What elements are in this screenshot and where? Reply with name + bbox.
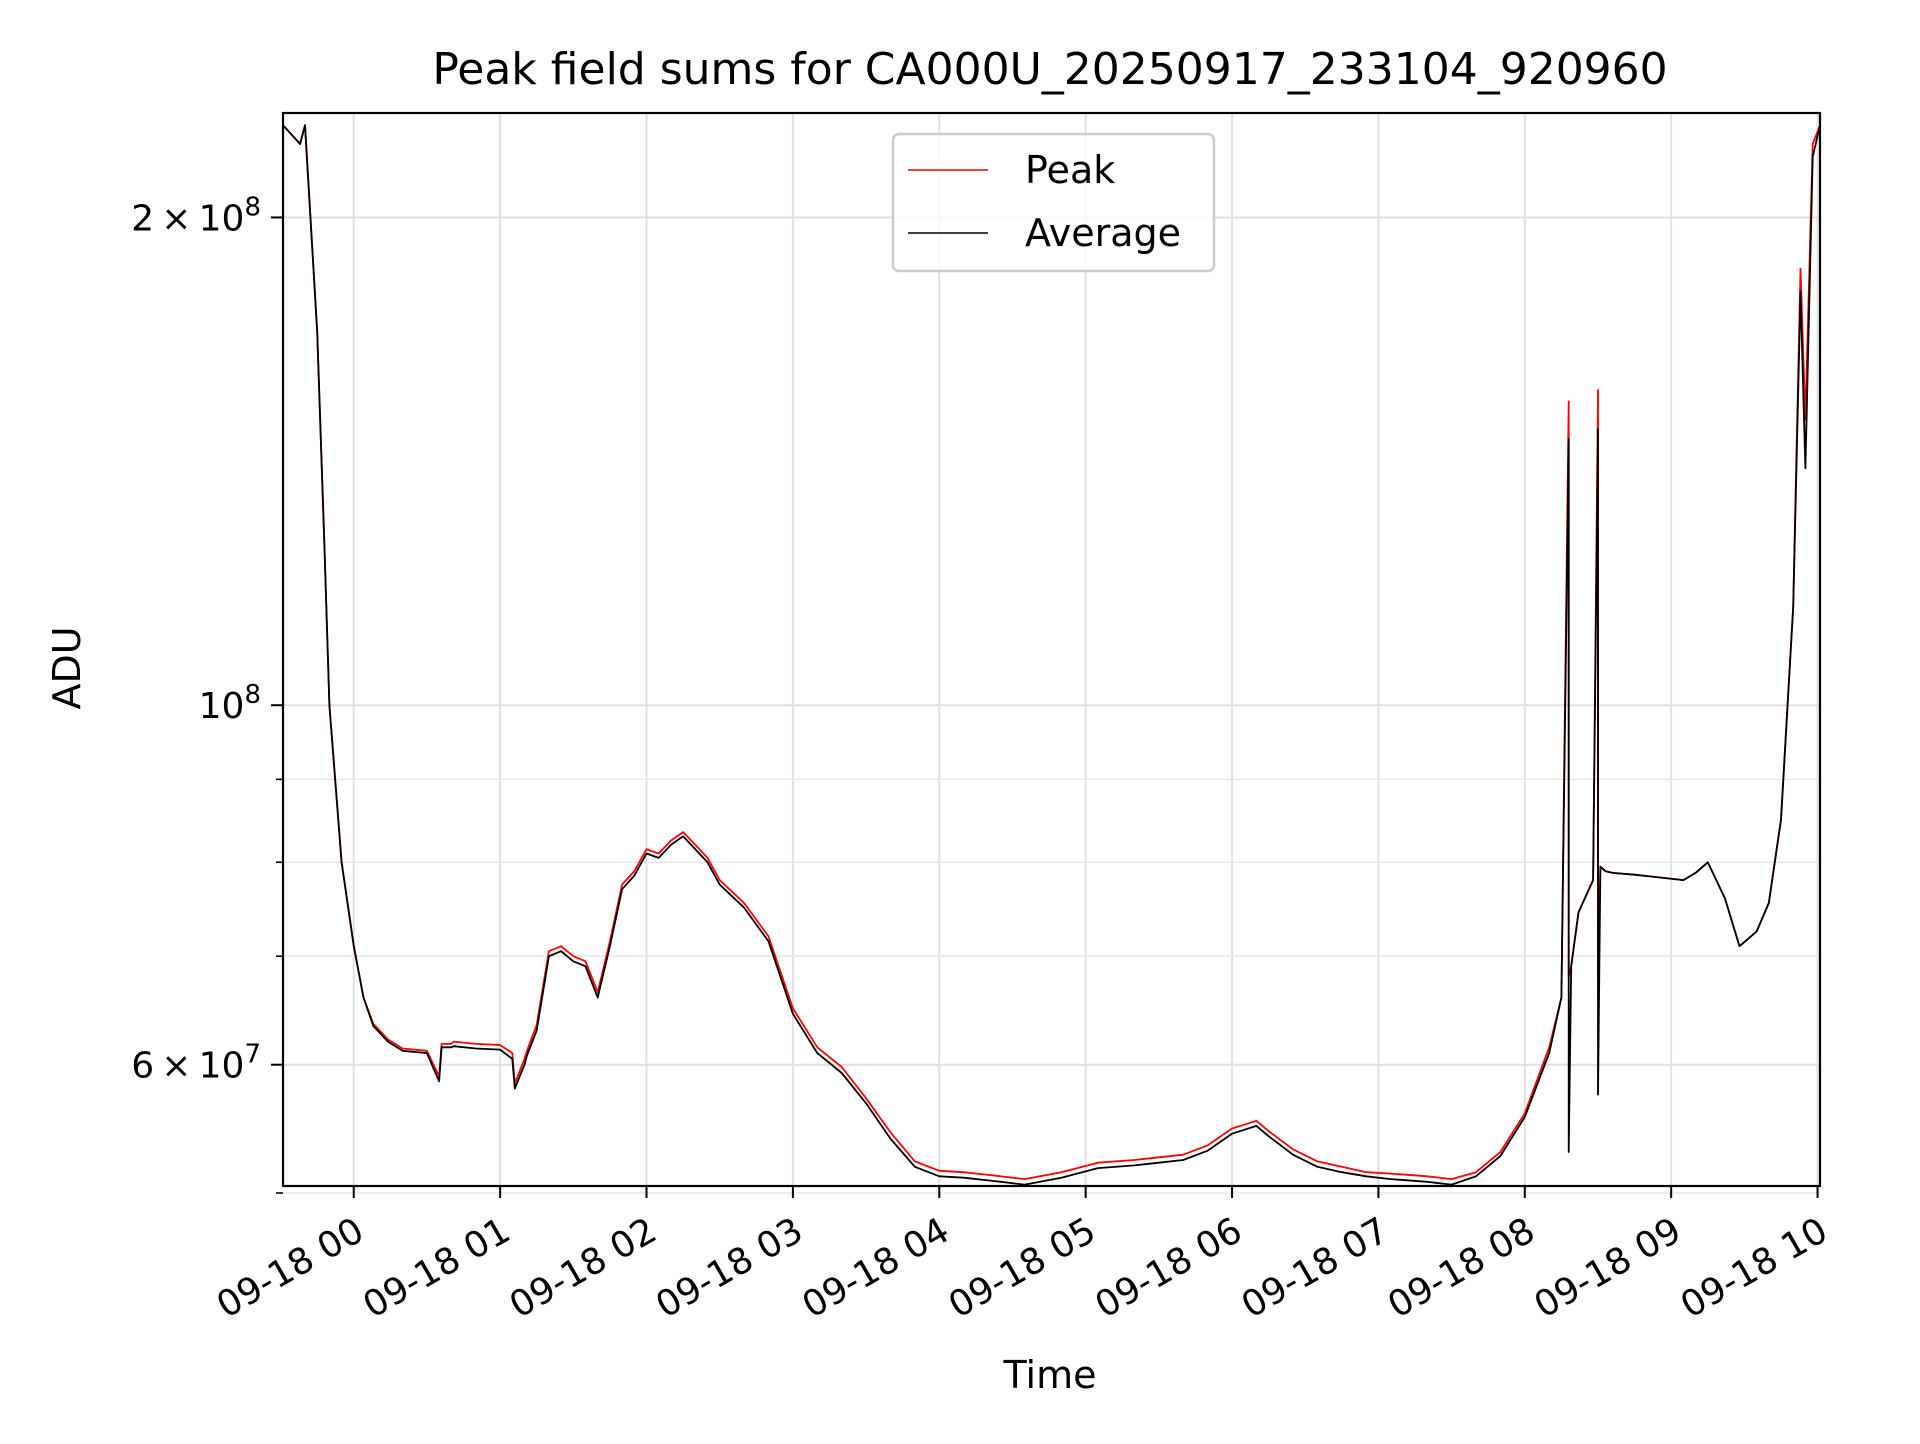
legend: Peak Average — [891, 132, 1216, 273]
legend-box — [891, 132, 1216, 273]
grid — [283, 113, 1820, 1194]
chart-title: Peak field sums for CA000U_20250917_2331… — [432, 44, 1667, 95]
y-tick-label: 2 × 108 — [131, 192, 261, 239]
plot-series — [283, 124, 1820, 1186]
plot-frame — [281, 111, 1822, 1188]
legend-average-label: Average — [1025, 211, 1181, 255]
y-axis-label: ADU — [45, 626, 89, 709]
y-axis-ticks: 2 × 108 108 6 × 107 — [131, 192, 283, 1194]
series-line-average — [283, 124, 1820, 1186]
y-tick-label: 6 × 107 — [131, 1040, 261, 1087]
x-axis-label: Time — [1003, 1353, 1097, 1397]
legend-peak-label: Peak — [1025, 148, 1115, 192]
y-tick-label: 108 — [199, 680, 261, 727]
